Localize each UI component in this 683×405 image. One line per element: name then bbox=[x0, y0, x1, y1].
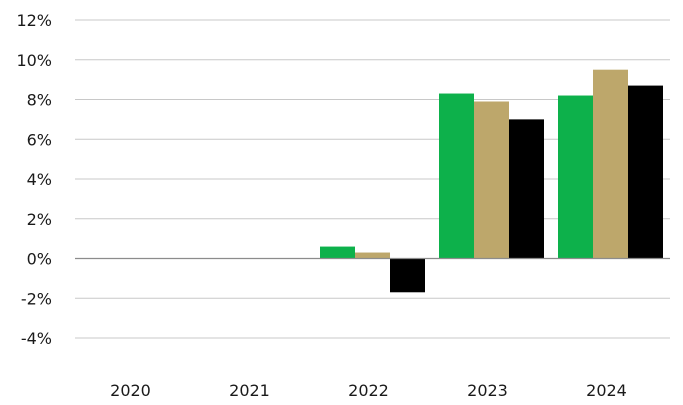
bars bbox=[320, 69, 663, 293]
x-axis-tick-labels: 2020 2021 2022 2023 2024 bbox=[110, 381, 627, 400]
bar-2024-series-3 bbox=[628, 85, 663, 259]
y-tick-label: 12% bbox=[16, 11, 52, 30]
y-axis-tick-labels: 12% 10% 8% 6% 4% 2% 0% -2% -4% bbox=[16, 11, 52, 348]
bar-2024-series-1 bbox=[558, 95, 593, 259]
x-tick-label: 2023 bbox=[467, 381, 508, 400]
bar-2023-series-2 bbox=[474, 101, 509, 259]
bar-2022-series-2 bbox=[355, 252, 390, 259]
bar-2023-series-1 bbox=[439, 93, 474, 259]
bar-2023-series-3 bbox=[509, 119, 544, 259]
y-tick-label: 10% bbox=[16, 51, 52, 70]
y-tick-label: 4% bbox=[27, 170, 52, 189]
bar-2024-series-2 bbox=[593, 69, 628, 259]
x-tick-label: 2024 bbox=[586, 381, 627, 400]
y-tick-label: -2% bbox=[21, 289, 52, 308]
y-tick-label: 8% bbox=[27, 91, 52, 110]
y-tick-label: -4% bbox=[21, 329, 52, 348]
x-tick-label: 2021 bbox=[229, 381, 270, 400]
y-tick-label: 0% bbox=[27, 250, 52, 269]
y-tick-label: 2% bbox=[27, 210, 52, 229]
y-tick-label: 6% bbox=[27, 130, 52, 149]
gridlines bbox=[75, 19, 670, 339]
x-tick-label: 2020 bbox=[110, 381, 151, 400]
bar-2022-series-1 bbox=[320, 246, 355, 259]
x-tick-label: 2022 bbox=[348, 381, 389, 400]
bar-2022-series-3 bbox=[390, 258, 425, 293]
